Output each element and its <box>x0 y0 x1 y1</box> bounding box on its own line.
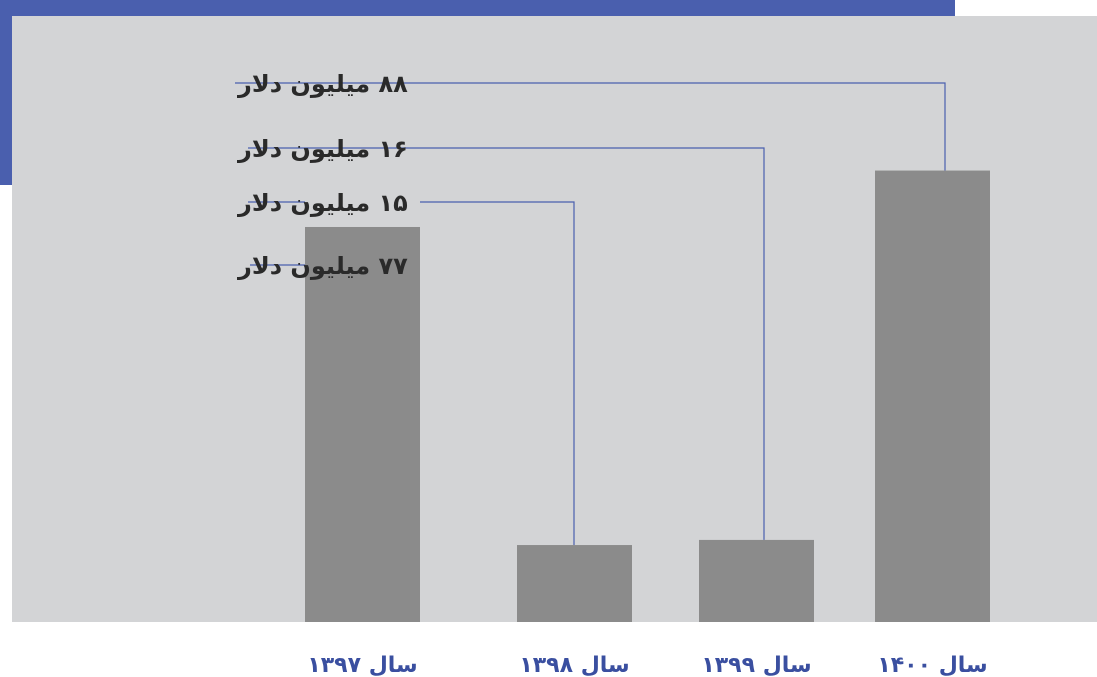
leader-line-3 <box>248 147 765 540</box>
bar-2 <box>517 545 632 622</box>
category-label-3: سال ۱۳۹۹ <box>701 653 811 677</box>
category-label-2: سال ۱۳۹۸ <box>519 653 629 677</box>
category-label-1: سال ۱۳۹۷ <box>307 653 417 677</box>
value-label-1: ۷۷ میلیون دلار <box>237 252 408 280</box>
value-label-4: ۸۸ میلیون دلار <box>237 70 408 98</box>
value-label-3: ۱۶ میلیون دلار <box>237 135 408 163</box>
bar-4 <box>875 170 990 622</box>
leader-line-4 <box>235 82 946 171</box>
category-label-4: سال ۱۴۰۰ <box>877 653 987 677</box>
value-label-2: ۱۵ میلیون دلار <box>237 189 408 217</box>
leader-line-2 <box>248 201 575 546</box>
bar-3 <box>699 539 814 622</box>
bar-1 <box>305 226 420 623</box>
